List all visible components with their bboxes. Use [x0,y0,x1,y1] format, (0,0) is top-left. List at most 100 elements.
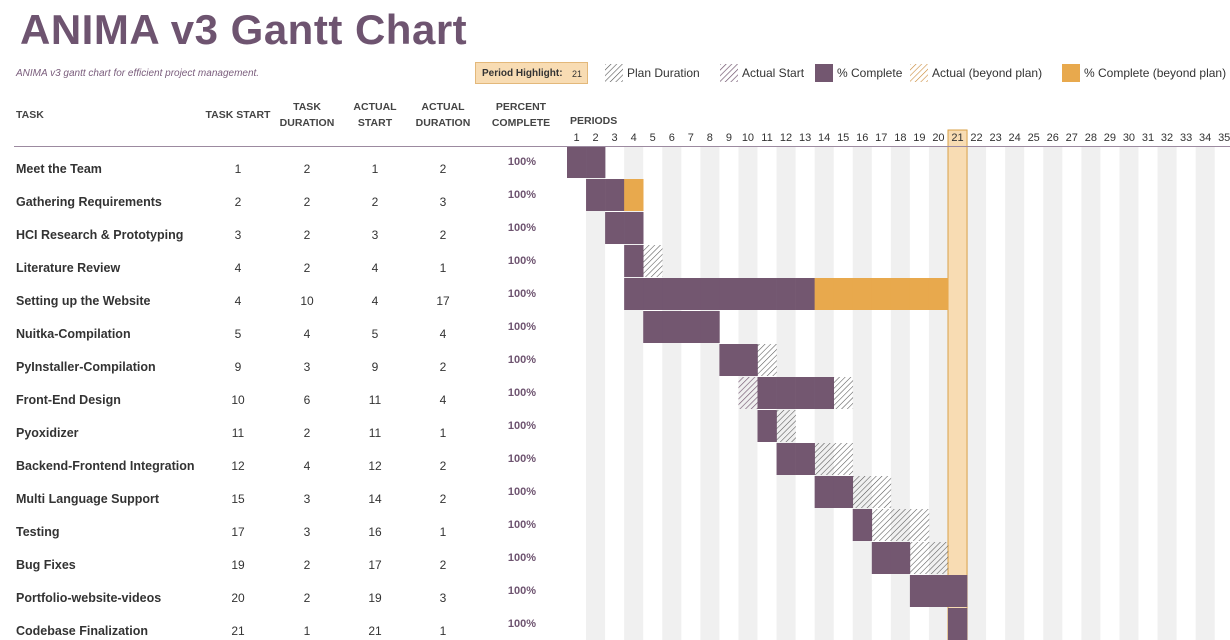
task-start-14: 20 [231,591,245,605]
actual-duration-10: 2 [439,459,447,473]
period-number-15: 15 [837,132,850,144]
bar-complete-beyond-task5-p17 [871,278,892,310]
actual-start-1: 1 [371,162,379,176]
complete-beyond-swatch [1062,64,1080,82]
task-duration-4: 2 [303,261,311,275]
bar-complete-task8-p13 [795,377,815,409]
task-name-1: Meet the Team [16,162,102,176]
task-start-10: 12 [231,459,245,473]
task-start-2: 2 [234,195,242,209]
bar-complete-task10-p13 [795,443,815,475]
actual-start-swatch [720,64,738,82]
bar-complete-task3-p4 [624,212,644,244]
period-stripe-8 [700,146,720,640]
period-number-23: 23 [989,132,1002,144]
period-number-3: 3 [611,132,618,144]
period-number-24: 24 [1008,132,1021,144]
bar-complete-task2-p3 [605,179,625,211]
actual-duration-3: 2 [439,228,447,242]
period-highlight-value[interactable]: 21 [572,69,583,79]
bar-complete-task8-p12 [776,377,796,409]
bar-complete-task6-p7 [681,311,701,343]
actual-duration-15: 1 [439,624,447,638]
period-number-5: 5 [649,132,656,144]
bar-complete-task5-p13 [795,278,815,310]
period-stripe-6 [662,146,682,640]
period-number-26: 26 [1046,132,1059,144]
bar-complete-task13-p17 [871,542,892,574]
period-number-7: 7 [687,132,694,144]
period-highlight-box[interactable]: Period Highlight: 21 [475,62,588,84]
actual-duration-14: 3 [439,591,447,605]
task-name-15: Codebase Finalization [16,624,148,638]
period-stripe-22 [967,146,987,640]
bar-complete-task8-p11 [757,377,777,409]
bar-complete-task11-p15 [833,476,854,508]
actual-duration-2: 3 [439,195,447,209]
period-stripe-30 [1119,146,1139,640]
bar-plan-task9-p12 [776,410,796,442]
period-highlight-label: Period Highlight: [482,68,563,79]
bar-actual-start-task8-p10 [738,377,758,409]
actual-duration-1: 2 [439,162,447,176]
period-stripe-16 [852,146,872,640]
period-stripe-34 [1195,146,1215,640]
bar-complete-task5-p7 [681,278,701,310]
percent-complete-7: 100% [507,354,537,366]
complete-swatch [815,64,833,82]
period-number-21: 21 [951,132,964,144]
bar-complete-task14-p20 [928,575,949,607]
task-duration-5: 10 [300,294,314,308]
col-header-task-duration-2: DURATION [279,117,335,129]
period-number-28: 28 [1084,132,1097,144]
col-header-actual-duration-1: ACTUAL [421,101,465,113]
col-header-task: TASK [16,109,44,121]
actual-start-9: 11 [368,426,382,440]
actual-start-3: 3 [371,228,379,242]
actual-duration-11: 2 [439,492,447,506]
period-stripe-26 [1043,146,1063,640]
task-name-3: HCI Research & Prototyping [16,228,184,242]
task-name-11: Multi Language Support [16,492,160,506]
task-duration-1: 2 [303,162,311,176]
col-header-periods: PERIODS [570,115,618,127]
task-start-11: 15 [231,492,245,506]
task-name-4: Literature Review [16,261,121,275]
percent-complete-9: 100% [507,420,537,432]
task-start-1: 1 [234,162,242,176]
bar-complete-task1-p2 [586,146,606,178]
col-header-task-duration-1: TASK [293,101,321,113]
bar-complete-task15-p21 [948,608,968,640]
period-number-34: 34 [1199,132,1212,144]
col-header-percent-2: COMPLETE [491,117,551,129]
actual-start-5: 4 [371,294,379,308]
task-start-12: 17 [231,525,245,539]
period-number-13: 13 [798,132,812,144]
period-number-14: 14 [818,132,831,144]
bar-complete-task5-p9 [719,278,739,310]
bar-complete-task2-p2 [586,179,606,211]
col-header-task-start: TASK START [205,109,271,121]
task-name-9: Pyoxidizer [16,426,79,440]
bar-plan-task12-p18 [890,509,911,541]
percent-complete-13: 100% [507,552,537,564]
period-number-35: 35 [1218,132,1230,144]
bar-plan-task8-p15 [833,377,854,409]
period-number-33: 33 [1179,132,1193,144]
period-number-2: 2 [592,132,599,144]
task-duration-2: 2 [303,195,311,209]
percent-complete-15: 100% [507,618,537,630]
task-duration-13: 2 [303,558,311,572]
col-header-actual-duration-2: DURATION [415,117,471,129]
bar-complete-task4-p4 [624,245,644,277]
bar-complete-task6-p8 [700,311,720,343]
bar-complete-beyond-task5-p19 [909,278,930,310]
task-start-8: 10 [231,393,245,407]
period-number-4: 4 [630,132,637,144]
bar-complete-task11-p14 [814,476,834,508]
bar-complete-task6-p5 [643,311,663,343]
actual-start-14: 19 [368,591,382,605]
task-start-3: 3 [234,228,242,242]
period-number-9: 9 [725,132,732,144]
actual-start-4: 4 [371,261,379,275]
